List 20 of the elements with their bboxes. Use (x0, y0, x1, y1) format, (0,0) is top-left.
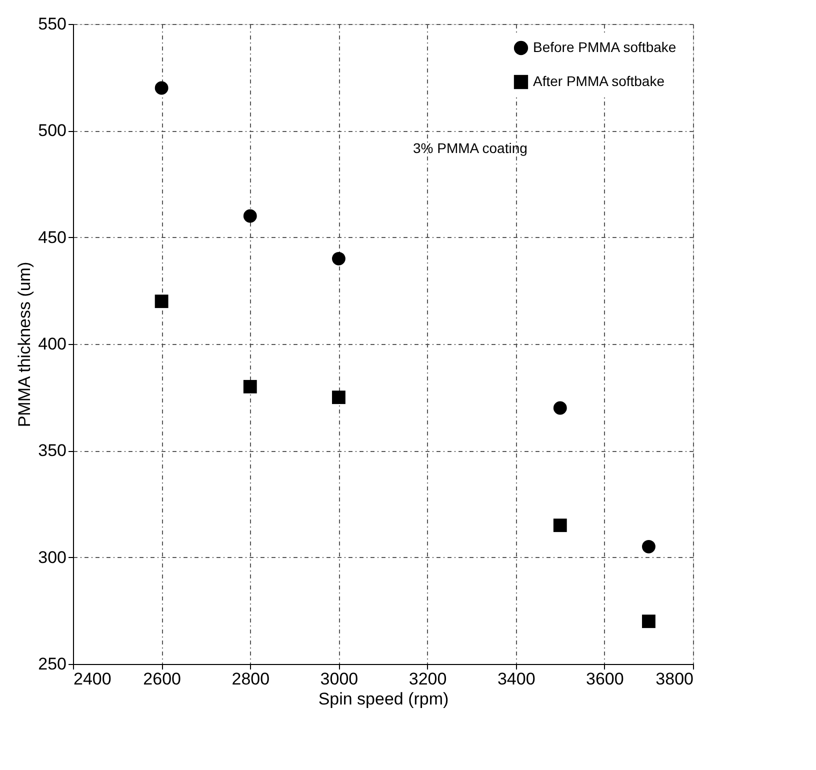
y-tick-label: 400 (38, 334, 66, 354)
y-tick-label: 300 (38, 548, 66, 567)
y-tick-label: 350 (38, 441, 66, 460)
x-tick-label: 3600 (586, 670, 624, 688)
x-tick-label: 2400 (74, 670, 112, 688)
legend-label: Before PMMA softbake (533, 39, 676, 55)
annotation: 3% PMMA coating (413, 140, 528, 156)
x-axis-title: Spin speed (rpm) (318, 690, 449, 708)
y-tick-label: 500 (38, 121, 66, 140)
y-tick-label: 550 (38, 14, 66, 34)
x-tick-label: 3800 (656, 670, 694, 688)
legend-label: After PMMA softbake (533, 73, 665, 89)
y-axis-title: PMMA thickness (um) (15, 262, 34, 428)
x-tick-label: 2800 (232, 670, 270, 688)
y-tick-label: 250 (38, 654, 66, 674)
y-tick-label: 450 (38, 228, 66, 247)
x-tick-label: 3200 (408, 670, 447, 688)
x-tick-label: 3000 (320, 670, 358, 688)
x-tick-label: 2600 (143, 670, 181, 688)
x-tick-label: 3400 (497, 670, 536, 688)
